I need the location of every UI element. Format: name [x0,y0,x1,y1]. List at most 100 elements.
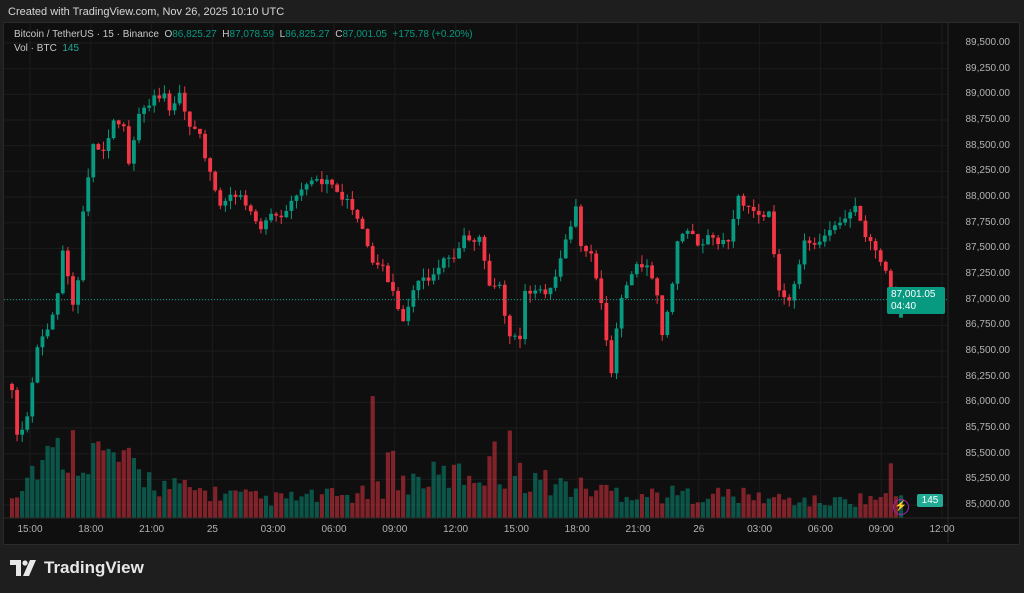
candle-body [513,335,517,337]
symbol-name[interactable]: Bitcoin / TetherUS · 15 · Binance [14,29,159,40]
volume-bar [609,490,614,518]
volume-bar [751,500,756,518]
volume-bar [629,500,634,518]
volume-bar [726,489,731,518]
candle-body [782,290,787,298]
volume-bar [157,496,162,518]
candle-body [827,230,832,236]
candle-body [304,184,309,190]
volume-bar [319,494,324,518]
candle-body [777,254,781,291]
time-tick-label: 21:00 [139,524,165,535]
candle-body [198,128,202,134]
time-tick-label: 15:00 [503,524,529,535]
volume-bar [81,472,86,518]
price-tick-label: 86,750.00 [965,319,1011,331]
candle-body [55,293,60,315]
candle-body [523,290,527,340]
volume-bar [335,495,340,518]
candle-body [634,264,639,275]
volume-bar [365,498,370,518]
candle-body [579,206,583,247]
candle-body [452,257,456,259]
candle-body [101,149,106,151]
candle-body [65,250,70,277]
candle-body [563,239,568,259]
volume-bar [655,492,660,518]
candle-body [289,200,294,211]
candle-body [157,95,162,99]
candle-body [716,237,721,245]
candle-body [20,429,25,435]
volume-bar [345,494,350,518]
candle-body [690,230,695,235]
candle-body [81,211,86,281]
candle-body [45,329,50,337]
volume-bar [350,502,355,518]
candle-body [401,309,406,322]
time-tick-label: 15:00 [17,524,43,535]
volume-bar [533,472,538,518]
volume-bar [197,488,203,518]
volume-bar [619,501,624,518]
volume-bar [787,497,792,518]
volume-bar [416,476,421,518]
volume-bar [40,459,45,518]
volume-bar [268,505,274,518]
bar-countdown: 04:40 [891,301,917,312]
volume-bar [395,490,401,518]
candle-body [50,314,55,330]
volume-bar [360,485,365,518]
candle-body [868,237,873,242]
candle-body [228,194,233,201]
candle-body [736,195,741,219]
volume-bar [106,448,111,518]
candle-body [126,126,131,164]
candle-body [274,213,279,216]
price-tick-label: 85,250.00 [965,473,1011,485]
volume-bar [502,488,507,518]
volume-bar [101,450,106,518]
candle-body [807,240,812,244]
candle-body [797,264,802,285]
volume-bar [182,479,187,518]
volume-bar [75,475,81,518]
candle-body [370,246,375,263]
candle-body [482,236,487,261]
tradingview-logo-icon [10,560,36,576]
volume-bar [309,489,314,518]
candle-body [396,290,400,310]
open-value: 86,825.27 [172,29,217,40]
candle-body [655,278,660,296]
candle-body [675,241,680,284]
candle-body [441,258,446,268]
candle-body [421,277,426,281]
volume-bar [756,492,761,518]
volume-bar [421,488,426,518]
candles [10,84,903,442]
candle-body [584,246,588,252]
candle-body [838,222,842,226]
candle-body [573,206,578,227]
volume-bar [136,469,142,518]
volume-bar [436,474,441,518]
price-tick-label: 87,250.00 [965,268,1011,280]
candle-body [878,250,883,262]
volume-bar [695,502,700,518]
lightning-icon[interactable]: ⚡ [893,499,909,515]
volume-label[interactable]: Vol · BTC [14,43,57,54]
volume-bar [289,491,294,518]
volume-bar [883,493,888,518]
candle-body [721,239,726,245]
volume-bar [411,473,416,518]
candle-body [497,284,502,286]
volume-bar [96,441,101,518]
candle-body [533,290,538,294]
created-with-caption: Created with TradingView.com, Nov 26, 20… [8,6,285,18]
volume-bar [741,487,746,518]
candle-body [35,347,40,383]
candle-body [436,267,441,275]
volume-bar [35,479,40,518]
volume-bar [9,498,15,518]
